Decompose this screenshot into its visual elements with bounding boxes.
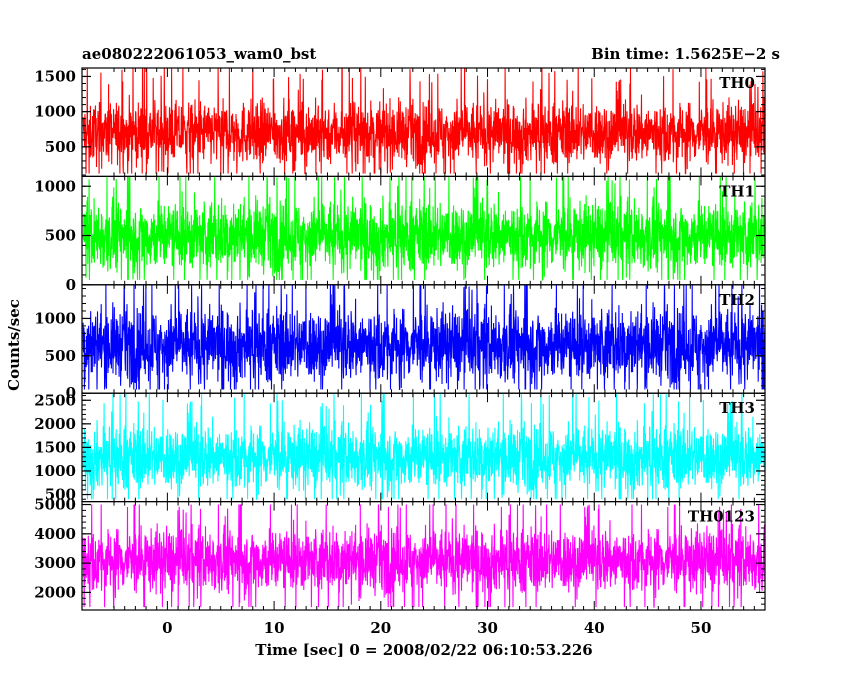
y-tick-label: 500 [45,138,76,156]
y-tick-label: 2000 [34,583,76,601]
x-tick-label: 10 [264,619,285,637]
y-tick-label: 2000 [34,415,76,433]
series-label-th3: TH3 [719,399,755,417]
panel-th2: 0 500 1000 TH2 [34,284,766,402]
x-tick-label: 50 [691,619,712,637]
x-tick-label: 20 [370,619,391,637]
x-tick-label: 0 [162,619,172,637]
y-tick-label: 0 [66,276,76,294]
series-line-th1 [82,176,765,281]
y-tick-label: 0 [66,384,76,402]
panels-group: 500 1000 1500 TH0 0 500 1000 TH1 0 500 1000 TH2 500 1… [34,67,766,611]
panel-th3: 500 1000 1500 2000 2500 TH3 [34,391,766,504]
y-tick-label: 1500 [34,438,76,456]
series-label-th0123: TH0123 [688,508,755,526]
y-tick-label: 500 [45,486,76,504]
x-tick-label: 30 [477,619,498,637]
panel-th1: 0 500 1000 TH1 [34,175,766,294]
series-line-th2 [82,284,765,391]
series-line-th0123 [82,504,765,608]
bin-time-label: Bin time: 1.5625E−2 s [591,45,780,63]
y-axis-label: Counts/sec [5,299,23,391]
y-tick-label: 1000 [34,309,76,327]
series-label-th0: TH0 [719,74,755,92]
x-axis-label: Time [sec] 0 = 2008/02/22 06:10:53.226 [255,641,592,659]
y-tick-label: 1000 [34,103,76,121]
y-tick-label: 3000 [34,554,76,572]
panel-th0123: 2000 3000 4000 5000 TH0123 [34,496,766,611]
series-label-th2: TH2 [719,291,755,309]
series-label-th1: TH1 [719,182,755,200]
y-tick-label: 4000 [34,525,76,543]
y-tick-label: 1000 [34,462,76,480]
y-tick-label: 2500 [34,391,76,409]
x-tick-label: 40 [584,619,605,637]
series-line-th3 [82,393,765,500]
y-tick-label: 1000 [34,177,76,195]
plot-title: ae080222061053_wam0_bst [82,45,316,63]
y-tick-label: 1500 [34,67,76,85]
y-tick-label: 5000 [34,496,76,514]
y-tick-label: 500 [45,227,76,245]
series-line-th0 [82,68,765,175]
y-tick-label: 500 [45,347,76,365]
x-axis: 0 10 20 30 40 50 [162,619,711,637]
panel-th0: 500 1000 1500 TH0 [34,67,766,178]
